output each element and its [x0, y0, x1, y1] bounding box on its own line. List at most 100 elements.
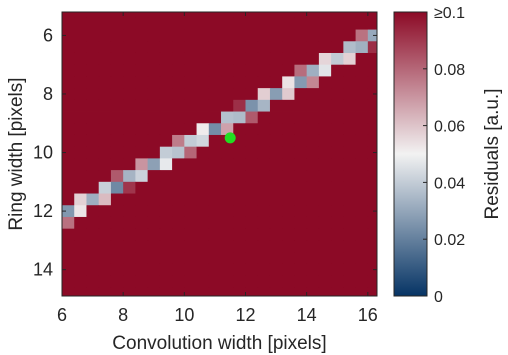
heatmap-cell: [110, 12, 124, 19]
heatmap-cell: [331, 240, 344, 253]
heatmap-cell: [184, 88, 197, 101]
heatmap-cell: [74, 17, 87, 30]
heatmap-cell: [62, 252, 75, 265]
heatmap-cell: [208, 12, 222, 19]
heatmap-cell: [318, 111, 332, 124]
heatmap-cell: [123, 181, 136, 194]
heatmap-cell: [86, 216, 100, 230]
heatmap-cell: [318, 158, 332, 171]
heatmap-cell: [245, 263, 259, 276]
heatmap-cell: [331, 17, 344, 30]
heatmap-cell: [74, 88, 87, 101]
heatmap-cell: [208, 263, 222, 276]
heatmap-cell: [110, 193, 124, 206]
heatmap-cell: [184, 170, 197, 183]
heatmap-cell: [257, 205, 271, 218]
heatmap-cell: [355, 275, 369, 288]
heatmap-cell: [135, 263, 149, 276]
heatmap-cell: [269, 263, 283, 276]
heatmap-cell: [343, 240, 356, 253]
heatmap-cell: [331, 134, 344, 148]
heatmap-cell: [74, 216, 87, 230]
heatmap-cell: [233, 64, 246, 77]
heatmap-cell: [172, 134, 185, 148]
heatmap-cell: [98, 29, 112, 42]
heatmap-cell: [282, 134, 295, 148]
heatmap-cell: [318, 216, 332, 230]
heatmap-cell: [74, 170, 87, 183]
heatmap-cell: [343, 216, 356, 230]
heatmap-cell: [294, 228, 308, 241]
heatmap-cell: [159, 216, 173, 230]
heatmap-cell: [355, 52, 369, 66]
heatmap-cell: [269, 170, 283, 183]
heatmap-cell: [221, 158, 234, 171]
heatmap-cell: [135, 41, 149, 54]
heatmap-cell: [355, 12, 369, 19]
heatmap-cell: [123, 216, 136, 230]
heatmap-cell: [282, 193, 295, 206]
heatmap-cell: [159, 170, 173, 183]
heatmap-cell: [269, 76, 283, 89]
heatmap-cell: [282, 12, 295, 19]
heatmap-cell: [269, 99, 283, 112]
heatmap-cell: [318, 29, 332, 42]
heatmap-cell: [110, 123, 124, 136]
heatmap-cell: [269, 52, 283, 66]
heatmap-cell: [196, 88, 210, 101]
heatmap-cell: [294, 17, 308, 30]
heatmap-cell: [331, 252, 344, 265]
heatmap-cell: [196, 170, 210, 183]
heatmap-cell: [159, 252, 173, 265]
heatmap-cell: [343, 12, 356, 19]
heatmap-cell: [184, 158, 197, 171]
heatmap-cell: [110, 263, 124, 276]
heatmap-cell: [123, 205, 136, 218]
heatmap-cell: [233, 88, 246, 101]
heatmap-cell: [306, 17, 320, 30]
heatmap-cell: [306, 41, 320, 54]
heatmap-cell: [367, 216, 378, 230]
heatmap-cell: [367, 111, 378, 124]
heatmap-cell: [62, 134, 75, 148]
heatmap-cell: [86, 181, 100, 194]
heatmap-cell: [86, 41, 100, 54]
heatmap-cell: [196, 146, 210, 159]
heatmap-cell: [98, 123, 112, 136]
heatmap-cell: [196, 263, 210, 276]
heatmap-cell: [208, 205, 222, 218]
x-tick-label: 10: [174, 305, 194, 325]
heatmap-cell: [196, 158, 210, 171]
heatmap-cell: [159, 76, 173, 89]
heatmap-cell: [233, 146, 246, 159]
heatmap-cell: [62, 52, 75, 66]
heatmap-cell: [331, 263, 344, 276]
heatmap-cell: [282, 52, 295, 66]
heatmap-cell: [123, 12, 136, 19]
heatmap-cell: [74, 64, 87, 77]
heatmap-cell: [355, 64, 369, 77]
heatmap-cell: [159, 64, 173, 77]
heatmap-cell: [257, 12, 271, 19]
heatmap-cell: [306, 146, 320, 159]
heatmap-cell: [184, 17, 197, 30]
heatmap-cell: [196, 193, 210, 206]
heatmap-cell: [282, 240, 295, 253]
heatmap-cell: [62, 228, 75, 241]
heatmap-cell: [196, 123, 210, 136]
heatmap-cell: [62, 64, 75, 77]
x-tick-label: 8: [118, 305, 128, 325]
heatmap-cell: [221, 228, 234, 241]
heatmap-cell: [343, 52, 356, 66]
x-tick-label: 14: [297, 305, 317, 325]
heatmap-cell: [257, 17, 271, 30]
heatmap-cell: [184, 252, 197, 265]
heatmap-cell: [184, 134, 197, 148]
heatmap-cell: [269, 158, 283, 171]
heatmap-cell: [355, 263, 369, 276]
heatmap-cell: [331, 76, 344, 89]
heatmap-cell: [331, 158, 344, 171]
heatmap-cell: [355, 123, 369, 136]
heatmap-cell: [269, 193, 283, 206]
heatmap-cell: [86, 134, 100, 148]
